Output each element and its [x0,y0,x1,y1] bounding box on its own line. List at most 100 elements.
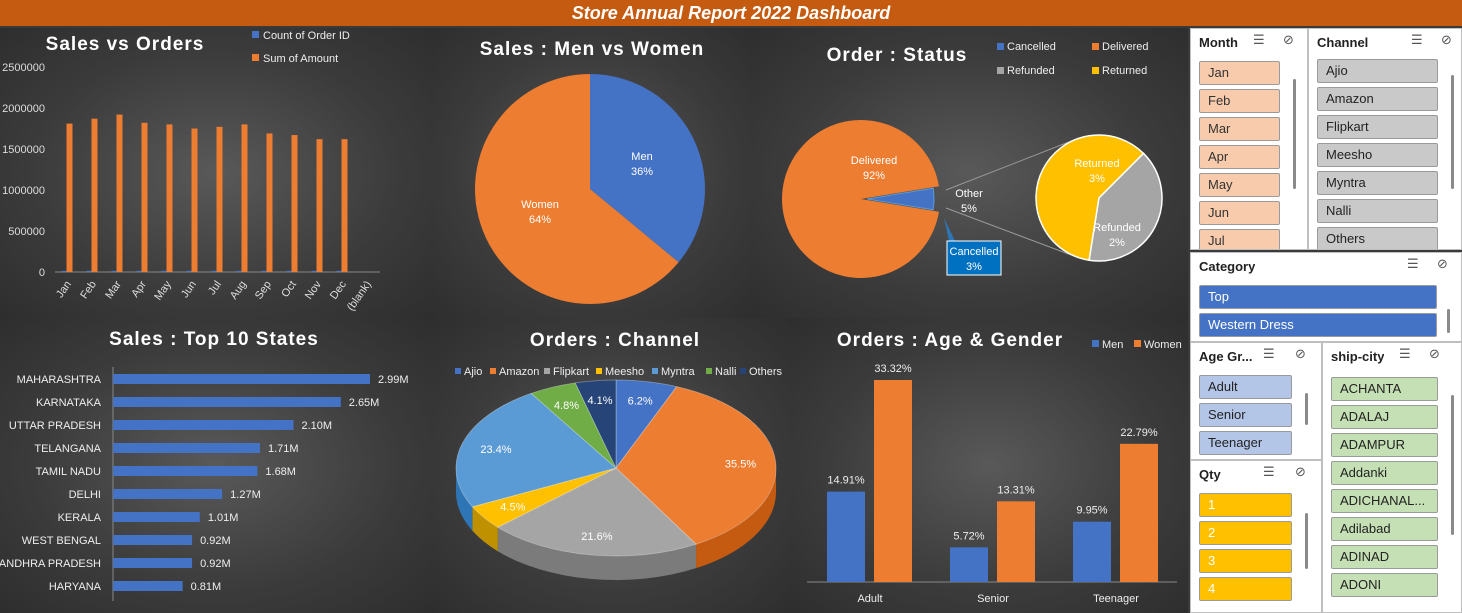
ship-city-slicer-item[interactable]: Adilabad [1331,517,1438,541]
pie-slice-returned [1035,134,1145,262]
age-group-slicer-item[interactable]: Senior [1199,403,1292,427]
channel-slicer-item[interactable]: Others [1317,227,1438,249]
month-slicer-item[interactable]: Jun [1199,201,1280,225]
order-count-bar [286,270,292,272]
ship-city-slicer-item[interactable]: ADICHANAL... [1331,489,1438,513]
value-label: 2.10M [302,420,333,432]
multi-select-icon[interactable]: ☰ [1399,347,1411,362]
order-count-bar [86,270,92,272]
ship-city-slicer-item[interactable]: Addanki [1331,461,1438,485]
channel-slicer-scrollbar[interactable] [1451,75,1454,189]
x-tick-label: Sep [253,279,274,302]
sales-vs-orders-chart[interactable]: Sales vs Orders Count of Order ID Sum of A… [0,28,432,318]
legend-label: Others [749,366,783,378]
month-slicer-item[interactable]: Jan [1199,61,1280,85]
clear-filter-icon[interactable]: ⊘ [1283,33,1294,48]
state-bar [113,512,200,522]
slice-value: 92% [863,170,885,182]
state-bar [113,535,193,545]
amount-bar [266,133,273,272]
channel-slicer-item[interactable]: Amazon [1317,87,1438,111]
orders-channel-chart[interactable]: Orders : Channel Ajio Amazon Flipkart Meesho… [432,318,792,613]
multi-select-icon[interactable]: ☰ [1407,257,1419,272]
value-label: 2.99M [378,374,409,386]
clear-filter-icon[interactable]: ⊘ [1295,465,1306,480]
category-slicer-item[interactable]: Top [1199,285,1437,309]
slice-value: 23.4% [480,444,511,456]
pie-slice-amazon [615,386,777,545]
channel-slicer-item[interactable]: Flipkart [1317,115,1438,139]
qty-slicer-item[interactable]: 4 [1199,577,1292,601]
amount-bar [291,135,298,272]
x-tick-label: (blank) [345,279,374,313]
month-slicer-item[interactable]: Apr [1199,145,1280,169]
value-label: 5.72% [953,530,984,542]
multi-select-icon[interactable]: ☰ [1263,465,1275,480]
age-group-slicer-item[interactable]: Teenager [1199,431,1292,455]
qty-slicer: Qty ☰ ⊘ 1 2 3 4 [1190,460,1322,613]
ship-city-slicer-scrollbar[interactable] [1451,395,1454,535]
pie-side-flipkart [497,527,697,580]
age-group-slicer-header: Age Gr... [1199,349,1253,364]
ship-city-slicer-item[interactable]: ADONI [1331,573,1438,597]
channel-slicer-item[interactable]: Meesho [1317,143,1438,167]
legend-swatch [997,43,1004,50]
channel-slicer-item[interactable]: Myntra [1317,171,1438,195]
slice-value: 5% [961,203,977,215]
amount-bar [91,118,98,272]
category-slicer-scrollbar[interactable] [1447,309,1450,333]
clear-filter-icon[interactable]: ⊘ [1441,33,1452,48]
channel-slicer-item[interactable]: Nalli [1317,199,1438,223]
ship-city-slicer-header: ship-city [1331,349,1385,364]
channel-slicer-item[interactable]: Ajio [1317,59,1438,83]
top-states-chart[interactable]: Sales : Top 10 States MAHARASHTRA 2.99M KAR… [0,318,432,613]
men-vs-women-chart[interactable]: Sales : Men vs Women Men 36% Women 64% [432,28,752,318]
month-slicer-item[interactable]: Mar [1199,117,1280,141]
slice-label: Women [521,199,559,211]
state-bar [113,558,193,568]
category-slicer-item[interactable]: Western Dress [1199,313,1437,337]
order-count-bar [311,270,317,272]
qty-slicer-item[interactable]: 3 [1199,549,1292,573]
pie-slice-nalli [530,382,617,469]
age-group-slicer-item[interactable]: Adult [1199,375,1292,399]
clear-filter-icon[interactable]: ⊘ [1437,257,1448,272]
ship-city-slicer-item[interactable]: ADAMPUR [1331,433,1438,457]
month-slicer-item[interactable]: May [1199,173,1280,197]
qty-slicer-scrollbar[interactable] [1305,513,1308,569]
amount-bar [66,123,73,272]
pie-slice-ajio [615,379,678,470]
ship-city-slicer-item[interactable]: ADINAD [1331,545,1438,569]
y-tick-label: 500000 [8,226,45,238]
pie-slice-others [574,379,617,469]
pie-slice-women [474,74,679,304]
clear-filter-icon[interactable]: ⊘ [1295,347,1306,362]
month-slicer-scrollbar[interactable] [1293,79,1296,189]
legend-swatch [997,67,1004,74]
qty-slicer-item[interactable]: 1 [1199,493,1292,517]
clear-filter-icon[interactable]: ⊘ [1429,347,1440,362]
month-slicer-item[interactable]: Feb [1199,89,1280,113]
multi-select-icon[interactable]: ☰ [1411,33,1423,48]
qty-slicer-item[interactable]: 2 [1199,521,1292,545]
month-slicer-item[interactable]: Jul [1199,229,1280,249]
order-status-chart[interactable]: Order : Status Cancelled Delivered Refunded… [752,28,1188,318]
age-gender-chart[interactable]: Orders : Age & Gender Men Women 14.91% 33.32… [792,318,1188,613]
multi-select-icon[interactable]: ☰ [1253,33,1265,48]
ship-city-slicer-item[interactable]: ADALAJ [1331,405,1438,429]
value-label: 2.65M [349,397,380,409]
state-label: MAHARASHTRA [17,374,102,386]
state-bar [113,466,258,476]
category-label: Teenager [1093,593,1139,605]
state-label: TAMIL NADU [36,466,101,478]
legend-swatch [490,368,496,374]
age-group-slicer-scrollbar[interactable] [1305,393,1308,425]
slice-value: 4.5% [500,502,525,514]
chart-title: Orders : Age & Gender [837,330,1063,351]
multi-select-icon[interactable]: ☰ [1263,347,1275,362]
ship-city-slicer-item[interactable]: ACHANTA [1331,377,1438,401]
order-count-bar [336,270,342,272]
legend-label: Delivered [1102,41,1148,53]
channel-slicer-header: Channel [1317,35,1369,50]
legend-swatch [252,54,259,61]
